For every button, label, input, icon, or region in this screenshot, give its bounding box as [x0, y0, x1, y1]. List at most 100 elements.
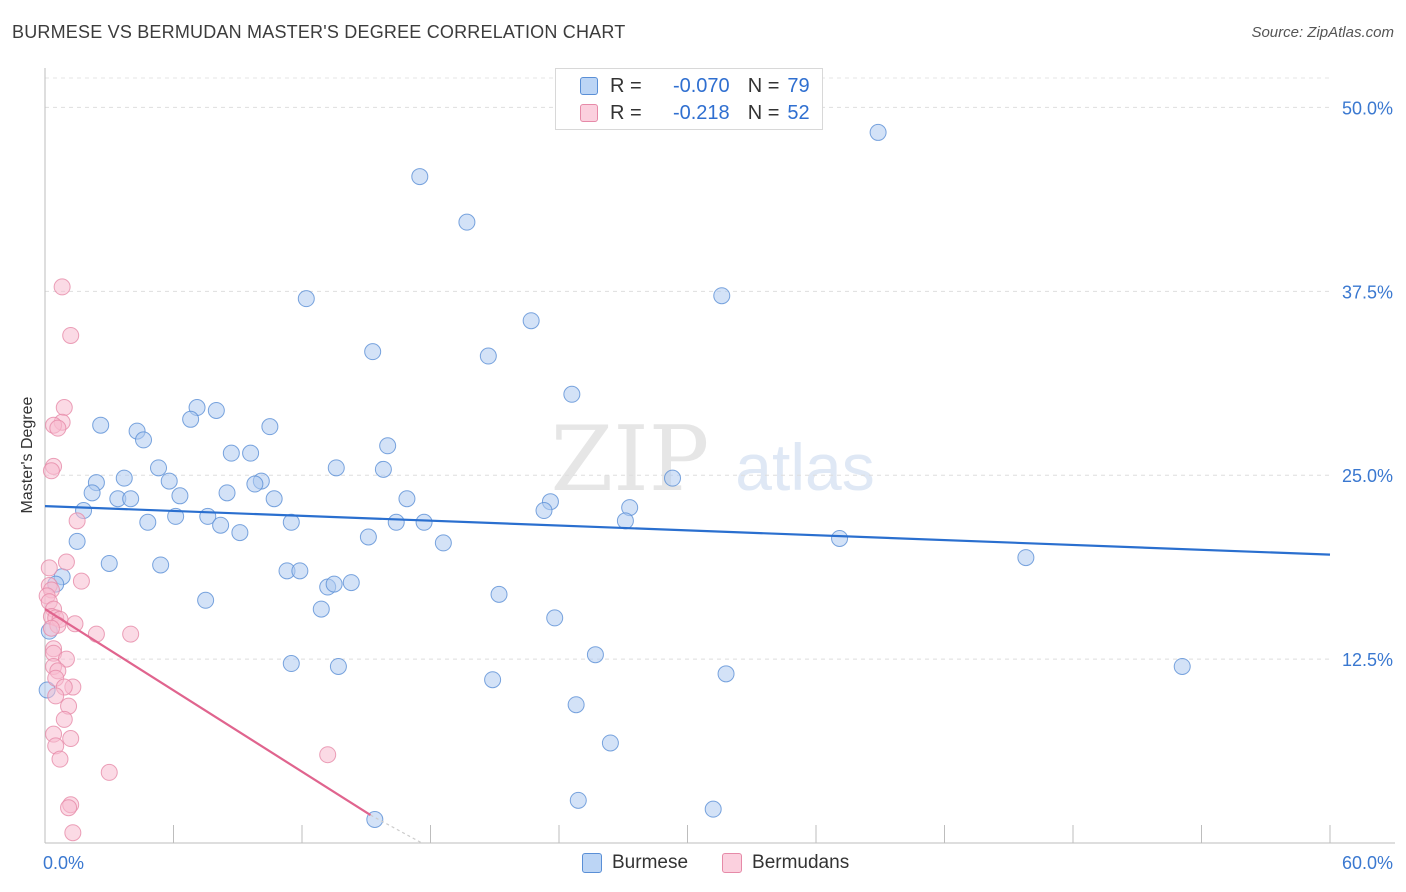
burmese-point: [242, 444, 260, 462]
burmese-legend-label: Burmese: [612, 852, 689, 873]
r-label: R =: [610, 74, 642, 97]
bermudans-legend-label: Bermudans: [752, 852, 850, 873]
y-tick-label: 37.5%: [1342, 282, 1393, 302]
bermudans-trend-line: [44, 608, 372, 816]
burmese-point: [135, 431, 153, 449]
burmese-point: [150, 459, 168, 477]
burmese-point: [329, 657, 347, 675]
burmese-point: [297, 290, 315, 308]
burmese-point: [122, 490, 140, 508]
burmese-trend-line: [44, 505, 1331, 556]
burmese-point: [171, 487, 189, 505]
burmese-swatch: [580, 77, 598, 95]
burmese-point: [218, 484, 236, 502]
legend-item-burmese[interactable]: Burmese: [582, 852, 688, 874]
bermudans-point: [51, 750, 69, 768]
burmese-point: [282, 655, 300, 673]
bermudans-point: [72, 572, 90, 590]
watermark-atlas: atlas: [735, 430, 874, 504]
burmese-point: [182, 410, 200, 428]
burmese-point: [261, 418, 279, 436]
burmese-point: [291, 562, 309, 580]
burmese-point: [222, 444, 240, 462]
burmese-point: [68, 532, 86, 550]
burmese-r-value: -0.070: [672, 74, 730, 97]
burmese-point: [567, 696, 585, 714]
bermudans-point: [68, 512, 86, 530]
bermudans-point: [60, 799, 78, 817]
y-tick-label: 50.0%: [1342, 98, 1393, 118]
burmese-point: [246, 475, 264, 493]
burmese-point: [325, 575, 343, 593]
burmese-point: [434, 534, 452, 552]
burmese-point: [231, 524, 249, 542]
burmese-point: [139, 513, 157, 531]
burmese-point: [522, 312, 540, 330]
y-tick-label: 12.5%: [1342, 650, 1393, 670]
burmese-point: [704, 800, 722, 818]
bermudans-point: [47, 687, 65, 705]
burmese-point: [364, 343, 382, 361]
burmese-point: [92, 416, 110, 434]
bermudans-point: [49, 419, 67, 437]
bermudans-point: [57, 553, 75, 571]
burmese-point: [100, 554, 118, 572]
legend-item-bermudans[interactable]: Bermudans: [722, 852, 849, 874]
series-burmese: [38, 123, 1191, 828]
burmese-point: [546, 609, 564, 627]
burmese-point: [616, 512, 634, 530]
burmese-point: [569, 791, 587, 809]
legend-row-burmese: R = -0.070 N = 79: [580, 74, 810, 98]
burmese-point: [312, 600, 330, 618]
burmese-point: [535, 502, 553, 520]
series-legend: Burmese Bermudans: [582, 852, 883, 874]
legend-row-bermudans: R = -0.218 N = 52: [580, 101, 810, 125]
bermudans-point: [40, 559, 58, 577]
bermudans-trend-extension: [370, 814, 423, 844]
bermudans-point: [42, 619, 60, 637]
bermudans-legend-swatch: [722, 853, 743, 873]
burmese-point: [167, 507, 185, 525]
burmese-point: [458, 213, 476, 231]
burmese-point: [197, 591, 215, 609]
bermudans-point: [42, 462, 60, 480]
bermudans-point: [87, 625, 105, 643]
bermudans-point: [64, 824, 82, 842]
burmese-n-value: 79: [787, 74, 810, 97]
n-label: N =: [747, 101, 780, 124]
burmese-point: [152, 556, 170, 574]
bermudans-r-value: -0.218: [672, 101, 730, 124]
burmese-point: [563, 385, 581, 403]
burmese-point: [359, 528, 377, 546]
burmese-point: [664, 469, 682, 487]
burmese-point: [831, 529, 849, 547]
r-label: R =: [610, 101, 642, 124]
bermudans-swatch: [580, 104, 598, 122]
burmese-point: [160, 472, 178, 490]
chart-title: BURMESE VS BERMUDAN MASTER'S DEGREE CORR…: [12, 22, 626, 42]
burmese-point: [212, 516, 230, 534]
burmese-point: [265, 490, 283, 508]
bermudans-n-value: 52: [787, 101, 810, 124]
bermudans-point: [55, 710, 73, 728]
burmese-point: [282, 513, 300, 531]
burmese-point: [1017, 549, 1035, 567]
burmese-point: [327, 459, 345, 477]
burmese-point: [717, 665, 735, 683]
bermudans-point: [62, 730, 80, 748]
bermudans-point: [55, 399, 73, 417]
burmese-point: [115, 469, 133, 487]
burmese-point: [713, 287, 731, 305]
burmese-point: [415, 513, 433, 531]
x-tick-label: 0.0%: [43, 853, 84, 873]
correlation-legend: R = -0.070 N = 79 R = -0.218 N = 52: [555, 68, 823, 130]
burmese-point: [479, 347, 497, 365]
burmese-point: [207, 401, 225, 419]
burmese-point: [374, 460, 392, 478]
burmese-point: [490, 585, 508, 603]
burmese-point: [601, 734, 619, 752]
burmese-point: [83, 484, 101, 502]
watermark-zip: ZIP: [551, 407, 710, 512]
n-label: N =: [747, 74, 780, 97]
